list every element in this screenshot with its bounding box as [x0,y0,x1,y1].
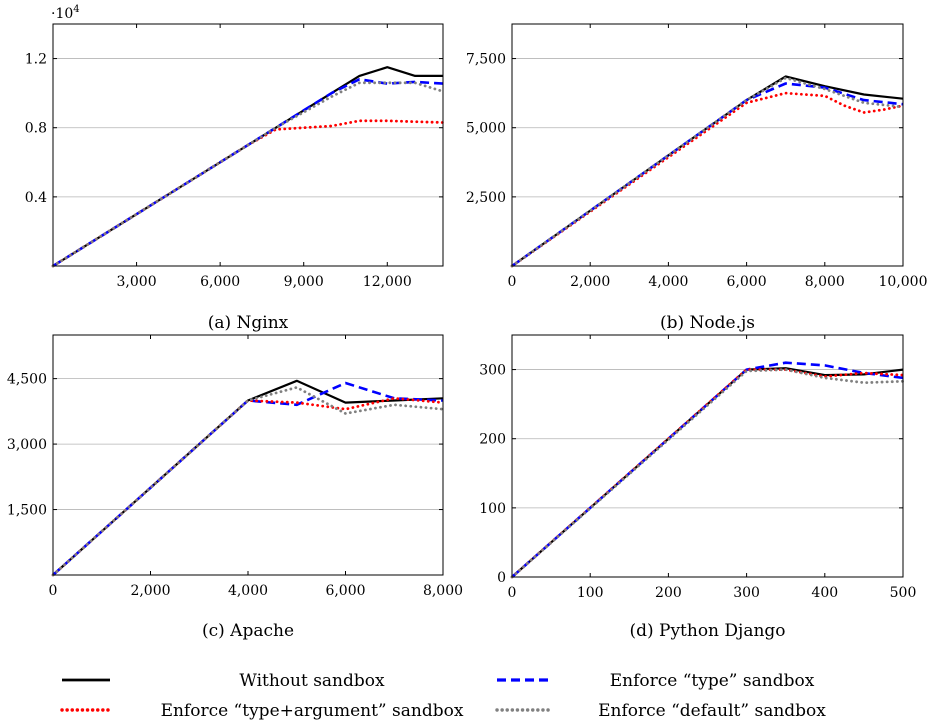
plot-frame [511,334,904,578]
x-tick-label: 6,000 [200,274,240,290]
series-line-type [511,82,904,268]
x-tick-label: 400 [811,585,838,601]
x-tick-label: 200 [655,585,682,601]
legend-label-without: Without sandbox [239,671,385,691]
x-tick-label: 4,000 [648,274,688,290]
chart-caption: (b) Node.js [660,313,755,333]
y-tick-label: 100 [479,501,506,517]
legend-label-default: Enforce “default” sandbox [598,701,826,721]
series-line-without [52,379,444,576]
y-tick-label: 300 [479,363,506,379]
chart-panel-2: 0 2,000 4,000 6,000 8,000 10,000 2,500 5,000 7,5… [466,23,928,333]
y-tick-label: 5,000 [466,121,506,137]
x-tick-label: 0 [49,583,58,599]
x-tick-label: 6,000 [727,274,767,290]
series-line-typearg [510,368,905,579]
legend-label-type: Enforce “type” sandbox [610,671,815,691]
chart-panel-1: 3,000 6,000 9,000 12,000 0.4 0.8 1.2 ·104 (a) Ng… [25,4,445,333]
y-tick-label: 2,500 [466,190,506,206]
series-line-default [51,81,445,268]
series-line-without [511,367,904,578]
series-line-default [510,76,905,268]
series-line-type [52,381,444,576]
y-tick-label: 0 [497,570,506,586]
x-tick-label: 2,000 [130,583,170,599]
y-tick-label: 200 [479,432,506,448]
x-tick-label: 500 [890,585,917,601]
chart-caption: (d) Python Django [629,621,785,641]
series-line-default [510,368,905,579]
x-tick-label: 8,000 [423,583,463,599]
x-tick-label: 9,000 [284,274,324,290]
x-tick-label: 4,000 [228,583,268,599]
x-tick-label: 300 [733,585,760,601]
x-tick-label: 10,000 [879,274,928,290]
x-tick-label: 6,000 [325,583,365,599]
y-scale-label: ·104 [51,4,80,22]
chart-panel-4: 0 100 200 300 400 500 0 100 200 300 (d) Python Dja… [479,334,917,641]
y-tick-label: 3,000 [7,437,47,453]
y-tick-label: 1.2 [25,52,47,68]
y-tick-label: 0.4 [25,190,47,206]
x-tick-label: 0 [508,274,517,290]
y-tick-label: 4,500 [7,372,47,388]
x-tick-label: 2,000 [570,274,610,290]
chart-caption: (c) Apache [202,621,294,641]
y-scale-exponent: 4 [73,4,79,15]
plot-frame [52,334,444,576]
y-tick-label: 0.8 [25,121,47,137]
y-scale-base: ·10 [51,6,73,22]
series-line-typearg [51,119,445,268]
series-line-typearg [51,396,445,577]
x-tick-label: 3,000 [117,274,157,290]
chart-panel-3: 0 2,000 4,000 6,000 8,000 1,500 3,000 4,500 (c) … [7,334,463,641]
series-line-default [51,385,445,577]
y-tick-label: 7,500 [466,52,506,68]
series-line-type [52,78,444,268]
x-tick-label: 0 [508,585,517,601]
plot-frame [52,23,444,267]
legend-label-typearg: Enforce “type+argument” sandbox [161,701,464,721]
x-tick-label: 100 [577,585,604,601]
legend: Without sandbox Enforce “type” sandbox Enf… [60,671,826,721]
series-line-type [511,361,904,578]
x-tick-label: 8,000 [805,274,845,290]
y-tick-label: 1,500 [7,503,47,519]
chart-caption: (a) Nginx [208,313,289,333]
x-tick-label: 12,000 [363,274,412,290]
series-line-typearg [510,91,905,268]
plot-frame [511,23,904,267]
series-line-without [52,66,443,267]
